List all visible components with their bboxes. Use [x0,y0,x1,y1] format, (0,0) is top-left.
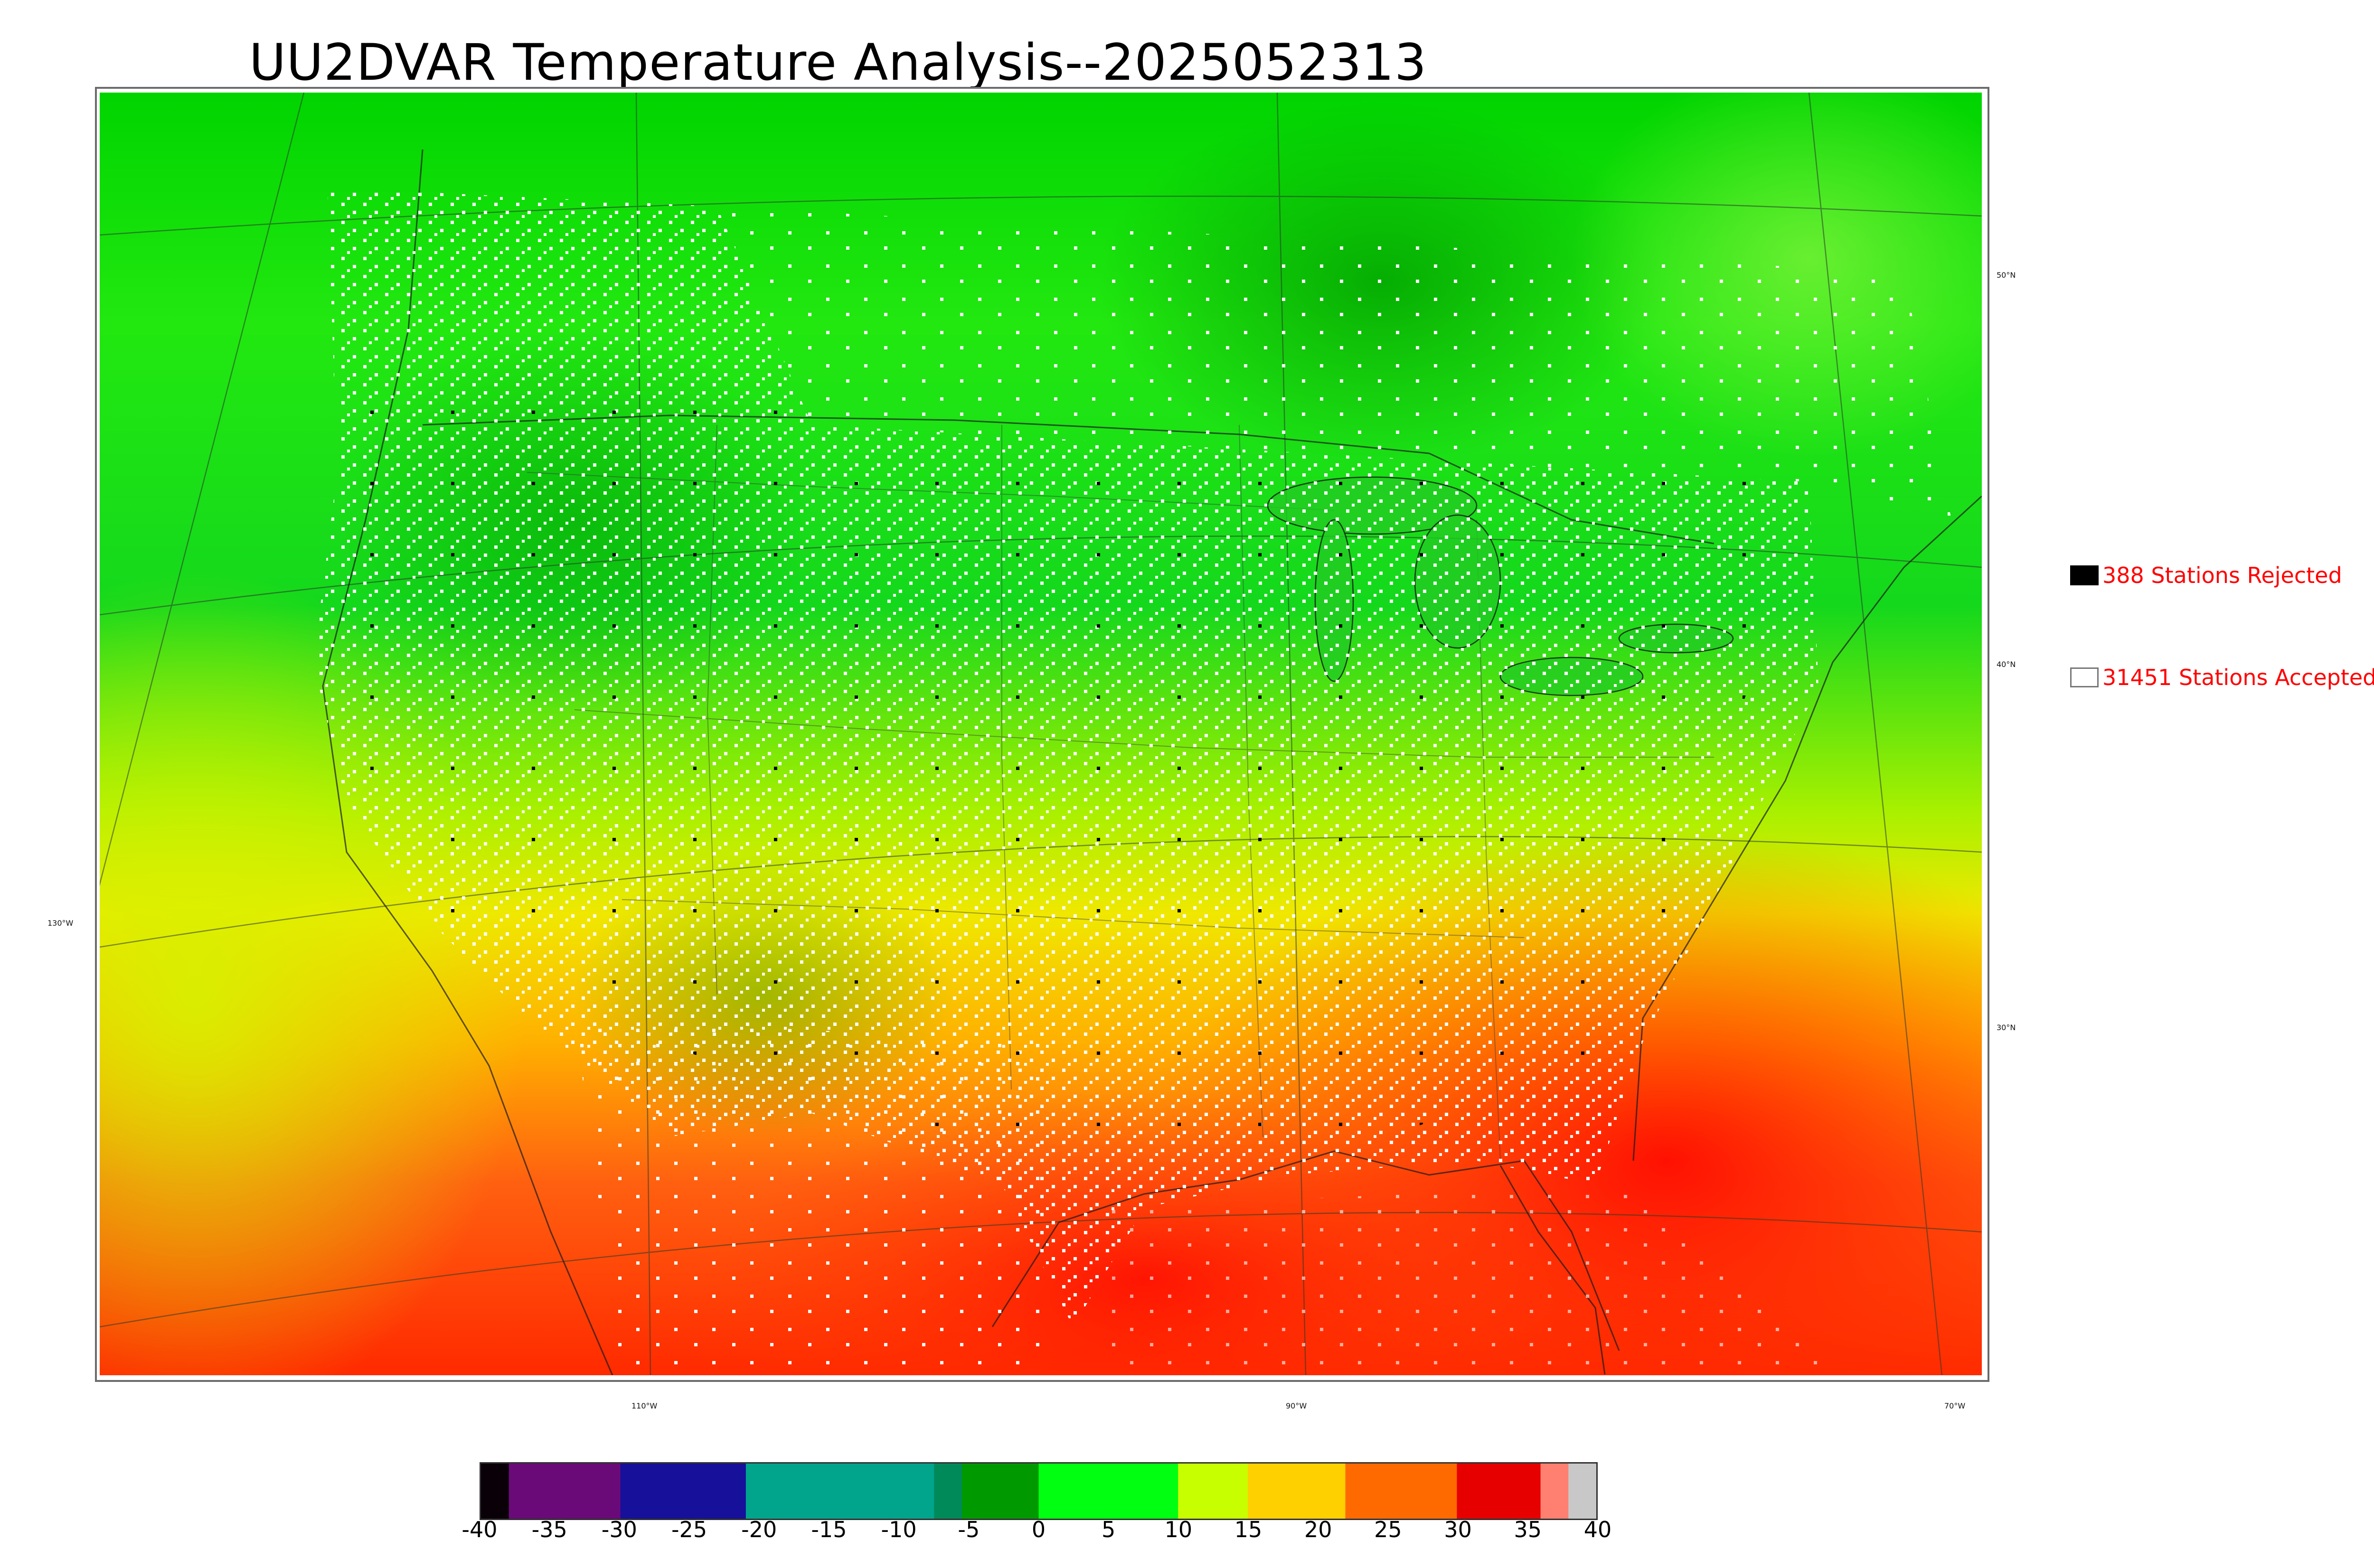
lon-label-130w: 130°W [47,919,74,928]
colorbar-band [1457,1464,1541,1519]
colorbar-tick-label: 10 [1164,1517,1193,1542]
colorbar-tick-label: -30 [601,1517,637,1542]
colorbar-tick-label: -15 [811,1517,847,1542]
colorbar-band [962,1464,1039,1519]
rejected-swatch [2070,565,2099,585]
colorbar-tick-label: 20 [1304,1517,1332,1542]
colorbar-band [1247,1464,1346,1519]
colorbar-band [934,1464,962,1519]
colorbar-band [481,1464,509,1519]
colorbar-band [1038,1464,1178,1519]
colorbar-band [1540,1464,1569,1519]
temperature-field [100,93,1982,1375]
lon-label-70w: 70°W [1944,1401,1966,1410]
colorbar-tick-label: 5 [1102,1517,1116,1542]
colorbar-tick-label: -5 [958,1517,980,1542]
map-title: UU2DVAR Temperature Analysis--2025052313 [249,33,1427,92]
colorbar-tick-label: -35 [531,1517,567,1542]
legend-accepted: 31451 Stations Accepted [2070,665,2374,690]
colorbar-tick-label: 0 [1031,1517,1046,1542]
colorbar-tick-label: -10 [881,1517,917,1542]
rejected-stations [313,377,1809,1175]
lat-label-50n: 50°N [1997,271,2016,280]
legend-rejected: 388 Stations Rejected [2070,563,2342,588]
lon-label-110w: 110°W [631,1401,658,1410]
accepted-swatch [2070,667,2099,687]
colorbar-band [1345,1464,1457,1519]
lat-label-30n: 30°N [1997,1023,2016,1032]
colorbar-band [745,1464,934,1519]
colorbar-tick-label: -20 [741,1517,777,1542]
colorbar-band [620,1464,746,1519]
colorbar-tick-label: -40 [462,1517,498,1542]
colorbar-tick-label: 35 [1514,1517,1542,1542]
colorbar-band [1568,1464,1596,1519]
temperature-colorbar [480,1462,1598,1520]
legend-rejected-label: 388 Stations Rejected [2102,563,2342,588]
colorbar-tick-label: 15 [1234,1517,1262,1542]
lat-label-40n: 40°N [1997,660,2016,669]
temperature-map [100,93,1982,1375]
colorbar-tick-label: -25 [671,1517,707,1542]
lon-label-90w: 90°W [1286,1401,1307,1410]
colorbar-tick-label: 40 [1583,1517,1612,1542]
colorbar-tick-label: 25 [1374,1517,1402,1542]
colorbar-band [509,1464,621,1519]
colorbar-tick-label: 30 [1444,1517,1472,1542]
legend-accepted-label: 31451 Stations Accepted [2102,665,2374,690]
colorbar-band [1178,1464,1248,1519]
